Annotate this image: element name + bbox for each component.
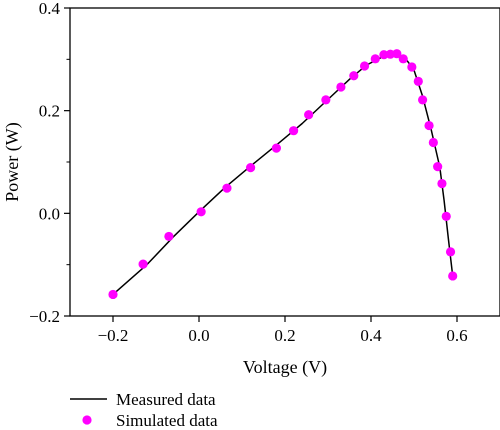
y-tick-label: 0.4 [39, 0, 61, 18]
data-point-simulated [196, 207, 206, 217]
x-axis-ticks: −0.2 0.0 0.2 0.4 0.6 [98, 316, 468, 345]
plot-frame [69, 7, 500, 317]
data-point-simulated [289, 126, 299, 136]
legend: Measured data Simulated data [70, 390, 218, 430]
data-point-simulated [392, 49, 402, 59]
x-tick-label: 0.6 [446, 326, 467, 345]
data-point-simulated [138, 259, 148, 269]
y-tick-label: 0.0 [39, 204, 60, 223]
data-point-simulated [433, 162, 443, 172]
legend-label-simulated: Simulated data [116, 411, 218, 430]
series-line-measured [112, 52, 454, 296]
data-point-simulated [370, 54, 380, 64]
x-axis-title: Voltage (V) [243, 357, 327, 378]
data-point-simulated [359, 61, 370, 71]
data-point-simulated [336, 82, 346, 92]
x-tick-label: −0.2 [98, 326, 129, 345]
data-point-simulated [407, 62, 417, 72]
data-point-simulated [437, 178, 447, 189]
data-point-simulated [441, 211, 451, 222]
data-point-simulated [108, 289, 118, 300]
data-point-simulated [271, 143, 281, 153]
data-point-simulated [448, 271, 458, 281]
data-point-simulated [304, 110, 314, 120]
data-point-simulated [349, 71, 359, 81]
legend-marker-swatch [82, 415, 92, 425]
legend-label-measured: Measured data [116, 390, 216, 409]
data-point-simulated [445, 247, 456, 257]
y-tick-label: −0.2 [29, 307, 60, 326]
x-tick-label: 0.4 [360, 326, 382, 345]
data-point-simulated [424, 120, 434, 131]
data-point-simulated [413, 76, 423, 87]
x-tick-label: 0.0 [188, 326, 209, 345]
y-tick-label: 0.2 [39, 102, 60, 121]
y-axis-title: Power (W) [2, 122, 23, 201]
data-point-simulated [222, 183, 232, 193]
plot-content [108, 49, 458, 300]
data-point-simulated [321, 95, 331, 105]
x-tick-label: 0.2 [274, 326, 295, 345]
data-point-simulated [246, 163, 256, 173]
data-point-simulated [418, 95, 428, 105]
data-point-simulated [164, 231, 174, 242]
y-axis-ticks: −0.2 0.0 0.2 0.4 [29, 0, 70, 326]
data-point-simulated [398, 54, 408, 64]
data-point-simulated [428, 137, 438, 148]
